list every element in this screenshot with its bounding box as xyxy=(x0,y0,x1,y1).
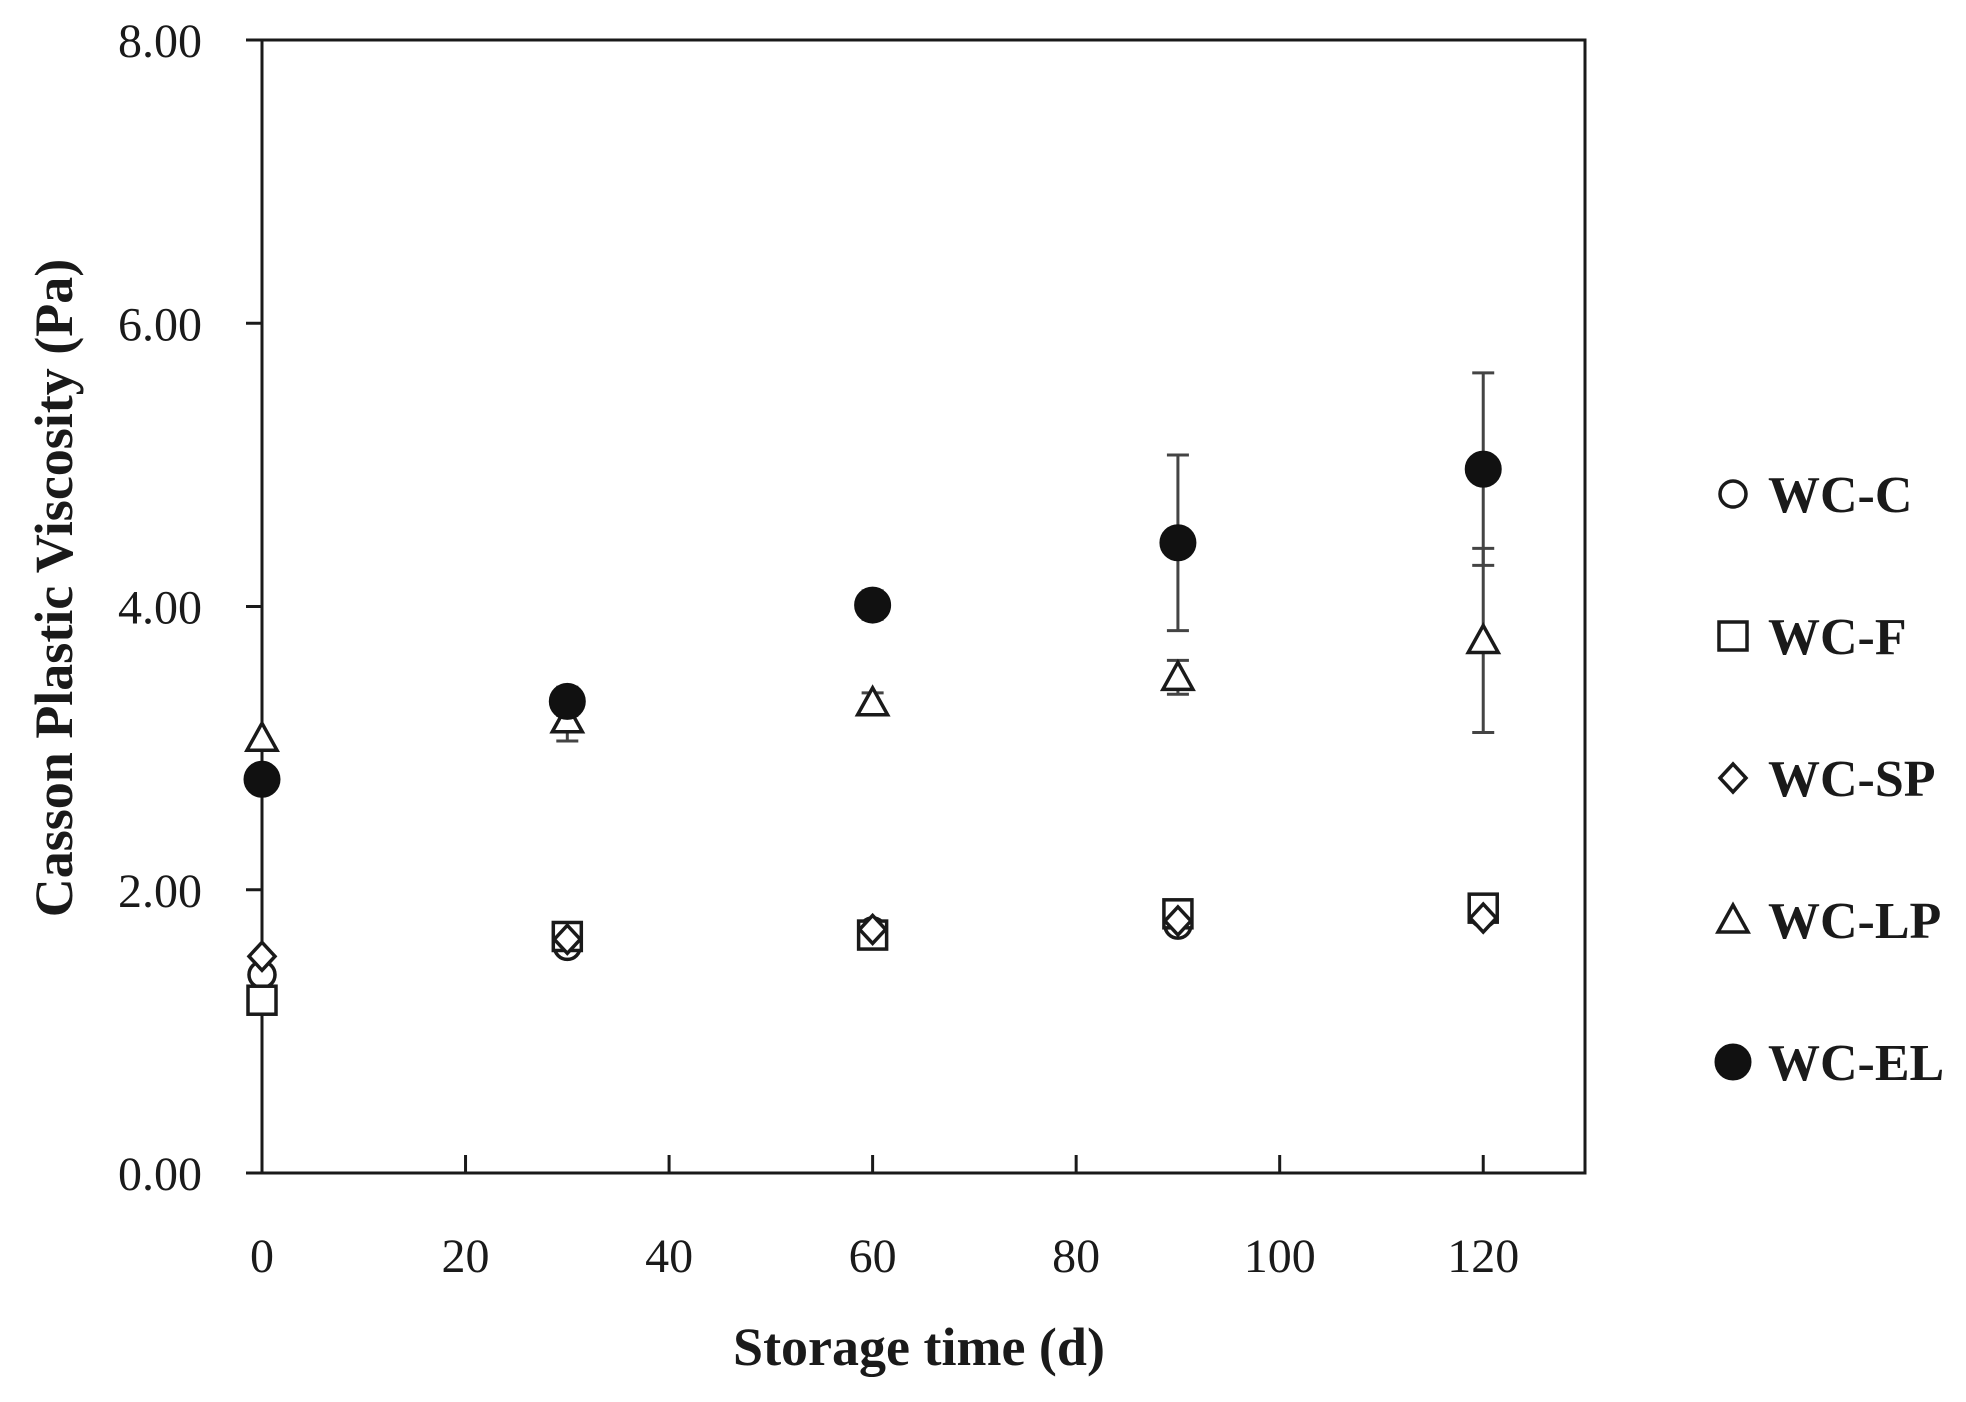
series-wc-el xyxy=(243,371,1502,798)
legend-marker-wc-f xyxy=(1717,620,1749,652)
x-tick-label: 20 xyxy=(442,1230,490,1283)
x-tick-label: 80 xyxy=(1052,1230,1100,1283)
legend-label-wc-c: WC-C xyxy=(1768,467,1912,524)
legend-item-wc-el: WC-EL xyxy=(1714,1035,1944,1092)
y-axis-title: Casson Plastic Viscosity (Pa) xyxy=(24,259,84,917)
y-tick-label: 0.00 xyxy=(118,1148,202,1201)
x-tick-label: 40 xyxy=(645,1230,693,1283)
legend-marker-wc-sp xyxy=(1717,761,1749,795)
tick-marks: 0 20 40 60 80 100 120 0.00 2.00 4.00 6.00 8.00 xyxy=(118,15,1519,1283)
legend-item-wc-f: WC-F xyxy=(1717,609,1907,666)
legend-label-wc-f: WC-F xyxy=(1768,609,1907,666)
y-tick-label: 6.00 xyxy=(118,298,202,351)
y-tick-label: 8.00 xyxy=(118,15,202,68)
point-wc-sp xyxy=(1467,901,1499,935)
series-layer xyxy=(243,371,1502,1016)
legend-marker-wc-el xyxy=(1714,1043,1752,1081)
legend-label-wc-sp: WC-SP xyxy=(1768,751,1936,808)
plot-frame xyxy=(260,38,1587,1175)
series-wc-lp xyxy=(244,546,1502,752)
legend-label-wc-el: WC-EL xyxy=(1768,1035,1944,1092)
series-wc-f xyxy=(246,892,1499,1016)
point-wc-lp xyxy=(1159,658,1196,692)
x-tick-label: 60 xyxy=(849,1230,897,1283)
point-wc-sp xyxy=(246,939,278,973)
legend-item-wc-sp: WC-SP xyxy=(1717,751,1936,808)
axes xyxy=(260,38,1587,1175)
y-tick-label: 2.00 xyxy=(118,865,202,918)
legend: WC-C WC-F WC-SP WC-LP WC-EL xyxy=(1714,467,1944,1092)
legend-marker-wc-lp xyxy=(1715,901,1751,934)
legend-marker-wc-c xyxy=(1718,479,1748,509)
point-wc-el xyxy=(243,760,281,798)
point-wc-el xyxy=(1464,450,1502,488)
point-wc-lp xyxy=(244,719,280,752)
x-axis-title: Storage time (d) xyxy=(733,1317,1105,1377)
x-tick-label: 0 xyxy=(250,1230,274,1283)
x-tick-label: 120 xyxy=(1447,1230,1519,1283)
series-wc-sp xyxy=(246,901,1499,973)
point-wc-sp xyxy=(551,922,583,956)
point-wc-sp xyxy=(1162,904,1194,938)
x-tick-label: 100 xyxy=(1244,1230,1316,1283)
point-wc-el xyxy=(1159,524,1197,562)
point-wc-lp xyxy=(1465,621,1502,655)
point-wc-el xyxy=(854,586,892,624)
point-wc-sp xyxy=(857,912,889,946)
legend-label-wc-lp: WC-LP xyxy=(1768,893,1941,950)
legend-item-wc-lp: WC-LP xyxy=(1715,893,1941,950)
point-wc-lp xyxy=(854,684,891,717)
point-wc-f xyxy=(246,984,278,1016)
point-wc-el xyxy=(548,682,586,720)
y-tick-label: 4.00 xyxy=(118,582,202,635)
legend-item-wc-c: WC-C xyxy=(1718,467,1912,524)
